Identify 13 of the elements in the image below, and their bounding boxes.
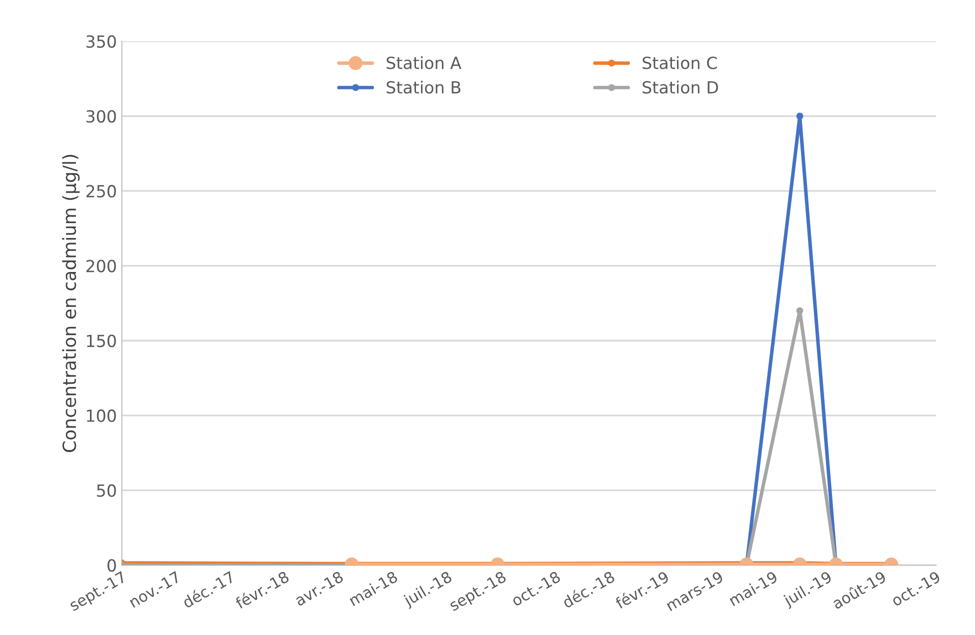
y-tick-label: 300 [86,110,116,123]
y-tick-label: 150 [87,334,116,348]
y-tick-label: 0 [108,559,116,572]
legend-label: Station C [642,56,717,70]
legend-label: Station A [386,56,462,70]
y-tick-label: 350 [86,35,116,48]
y-tick-label: 200 [86,260,116,272]
y-tick-label: 50 [97,484,116,497]
y-tick-label: 250 [86,184,116,198]
y-axis-title: Concentration en cadmium (µg/l) [62,154,80,452]
legend-label: Station B [386,80,460,94]
y-tick-label: 100 [87,409,116,422]
legend-label: Station D [642,80,718,94]
